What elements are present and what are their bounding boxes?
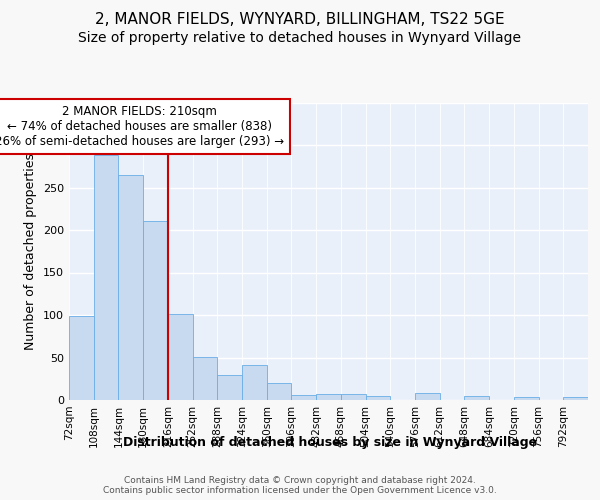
Text: 2, MANOR FIELDS, WYNYARD, BILLINGHAM, TS22 5GE: 2, MANOR FIELDS, WYNYARD, BILLINGHAM, TS…	[95, 12, 505, 28]
Bar	[292, 395, 316, 400]
Text: Distribution of detached houses by size in Wynyard Village: Distribution of detached houses by size …	[123, 436, 537, 449]
Bar	[341, 394, 365, 400]
Bar	[193, 356, 217, 400]
Bar	[514, 396, 539, 400]
Bar	[415, 393, 440, 400]
Bar	[217, 374, 242, 400]
Text: Contains public sector information licensed under the Open Government Licence v3: Contains public sector information licen…	[103, 486, 497, 495]
Text: Size of property relative to detached houses in Wynyard Village: Size of property relative to detached ho…	[79, 31, 521, 45]
Y-axis label: Number of detached properties: Number of detached properties	[25, 153, 37, 350]
Bar	[365, 396, 390, 400]
Bar	[168, 314, 193, 400]
Bar	[563, 398, 588, 400]
Bar	[143, 220, 168, 400]
Bar	[118, 175, 143, 400]
Bar	[242, 365, 267, 400]
Bar	[464, 396, 489, 400]
Bar	[316, 394, 341, 400]
Bar	[94, 155, 118, 400]
Text: 2 MANOR FIELDS: 210sqm
← 74% of detached houses are smaller (838)
26% of semi-de: 2 MANOR FIELDS: 210sqm ← 74% of detached…	[0, 105, 284, 148]
Bar	[69, 316, 94, 400]
Text: Contains HM Land Registry data © Crown copyright and database right 2024.: Contains HM Land Registry data © Crown c…	[124, 476, 476, 485]
Bar	[267, 383, 292, 400]
